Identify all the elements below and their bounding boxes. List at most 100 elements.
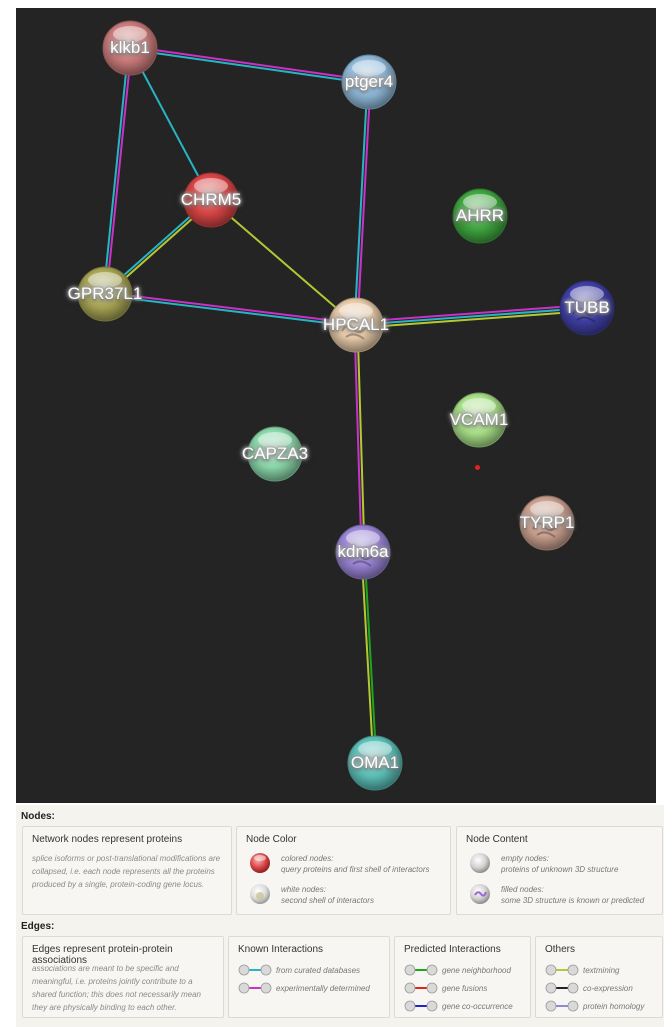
edge-line-experimentally-determined (105, 48, 133, 295)
colored-node-icon (250, 853, 270, 873)
edge-line-experimentally-determined (105, 291, 357, 325)
network-graph[interactable] (16, 8, 656, 803)
edge-line-experimentally-determined (353, 325, 363, 553)
node-highlight (346, 530, 380, 546)
legend-item-line1: colored nodes: (281, 854, 334, 863)
legend-box-known-interactions: Known Interactions from curated database… (228, 936, 390, 1018)
edge-line-experimentally-determined (356, 82, 372, 326)
node-highlight (530, 501, 564, 517)
edge-line-textmining (360, 552, 375, 764)
node-highlight (339, 303, 373, 319)
node-ptger4[interactable] (341, 54, 397, 110)
structure-thumbnail-icon (572, 307, 600, 323)
node-CHRM5[interactable] (183, 172, 239, 228)
edge-line-textmining (210, 199, 357, 326)
edge-klkb1-GPR37L1[interactable] (102, 47, 133, 295)
edge-line-from-curated-databases (102, 47, 130, 294)
edge-line-from-curated-databases (104, 294, 356, 328)
edge-CHRM5-HPCAL1[interactable] (210, 199, 357, 326)
node-highlight (463, 194, 497, 210)
node-ball (519, 495, 575, 551)
legend-box-description: associations are meant to be specific an… (32, 964, 201, 1012)
legend-box-title: Edges represent protein-protein associat… (32, 944, 173, 966)
edge-swatch-icon (545, 1000, 579, 1012)
edge-swatch-icon (238, 964, 272, 976)
node-ball (335, 524, 391, 580)
legend-box-title: Node Color (246, 834, 297, 845)
node-highlight (570, 286, 604, 302)
edge-swatch-icon (404, 964, 438, 976)
edge-klkb1-ptger4[interactable] (129, 45, 370, 85)
edge-swatch-icon (404, 1000, 438, 1012)
legend-box-title: Known Interactions (238, 944, 324, 955)
empty-node-icon (470, 853, 490, 873)
legend-box-title: Node Content (466, 834, 528, 845)
edge-line-gene-neighborhood (363, 551, 378, 763)
structure-thumbnail-icon (341, 324, 369, 340)
node-highlight (352, 60, 386, 76)
node-ball (452, 188, 508, 244)
edge-line-from-curated-databases (129, 47, 212, 201)
node-OMA1[interactable] (347, 735, 403, 791)
node-kdm6a[interactable] (335, 524, 391, 580)
legend-panel: Nodes: Network nodes represent proteins … (16, 805, 664, 1027)
legend-box-title: Network nodes represent proteins (32, 834, 183, 845)
legend-item-line1: empty nodes: (501, 854, 550, 863)
node-highlight (194, 178, 228, 194)
edge-swatch-icon (545, 964, 579, 976)
legend-box-title: Others (545, 944, 576, 955)
legend-edge-label: co-expression (583, 984, 633, 993)
node-klkb1[interactable] (102, 20, 158, 76)
legend-item-line2: proteins of unknown 3D structure (501, 865, 619, 874)
legend-edge-label: textmining (583, 966, 620, 975)
edge-line-from-curated-databases (355, 307, 588, 326)
structure-thumbnail-icon (348, 551, 376, 567)
legend-edge-label: gene neighborhood (442, 966, 511, 975)
node-highlight (258, 432, 292, 448)
legend-box-others: Others textmining co-expression protein … (535, 936, 663, 1018)
node-ball (451, 392, 507, 448)
white-node-icon (250, 884, 270, 904)
edge-line-from-curated-databases (353, 81, 369, 325)
selection-marker (475, 465, 480, 470)
legend-edge-label: gene fusions (442, 984, 488, 993)
legend-box-node-content: Node Content empty nodes: proteins of un… (456, 826, 663, 915)
node-ball (102, 20, 158, 76)
edge-HPCAL1-TUBB[interactable] (355, 304, 588, 329)
edge-HPCAL1-kdm6a[interactable] (353, 324, 366, 553)
legend-box-predicted-interactions: Predicted Interactions gene neighborhood… (394, 936, 531, 1018)
legend-box-network-nodes: Network nodes represent proteins splice … (22, 826, 232, 915)
edge-kdm6a-OMA1[interactable] (360, 551, 378, 764)
node-ball (347, 735, 403, 791)
legend-box-title: Predicted Interactions (404, 944, 501, 955)
legend-edge-label: experimentally determined (276, 984, 370, 993)
edge-layer (102, 45, 588, 764)
legend-box-edges: Edges represent protein-protein associat… (22, 936, 224, 1018)
edge-swatch-icon (404, 982, 438, 994)
legend-item-line1: white nodes: (281, 885, 326, 894)
legend-edge-label: gene co-occurrence (442, 1002, 513, 1011)
node-ball (328, 297, 384, 353)
edge-GPR37L1-HPCAL1[interactable] (104, 291, 357, 328)
legend-box-description: splice isoforms or post-translational mo… (32, 854, 221, 889)
edge-ptger4-HPCAL1[interactable] (353, 81, 372, 326)
node-CAPZA3[interactable] (247, 426, 303, 482)
edge-klkb1-CHRM5[interactable] (129, 47, 212, 201)
node-ball (183, 172, 239, 228)
node-TYRP1[interactable] (519, 495, 575, 551)
node-HPCAL1[interactable] (328, 297, 384, 353)
legend-item-line2: second shell of interactors (281, 896, 374, 905)
node-ball (247, 426, 303, 482)
node-highlight (358, 741, 392, 757)
edge-swatch-icon (545, 982, 579, 994)
legend-item-line1: filled nodes: (501, 885, 544, 894)
node-GPR37L1[interactable] (77, 266, 133, 322)
node-VCAM1[interactable] (451, 392, 507, 448)
node-TUBB[interactable] (559, 280, 615, 336)
structure-thumbnail-icon (532, 522, 560, 538)
legend-item-line2: some 3D structure is known or predicted (501, 896, 645, 905)
legend-edge-label: from curated databases (276, 966, 361, 975)
network-canvas[interactable]: klkb1 ptger4 CHRM5 AHRR GPR37L1 HPCAL1 TUBB VCA… (16, 8, 656, 803)
node-AHRR[interactable] (452, 188, 508, 244)
edge-line-from-curated-databases (129, 48, 369, 85)
